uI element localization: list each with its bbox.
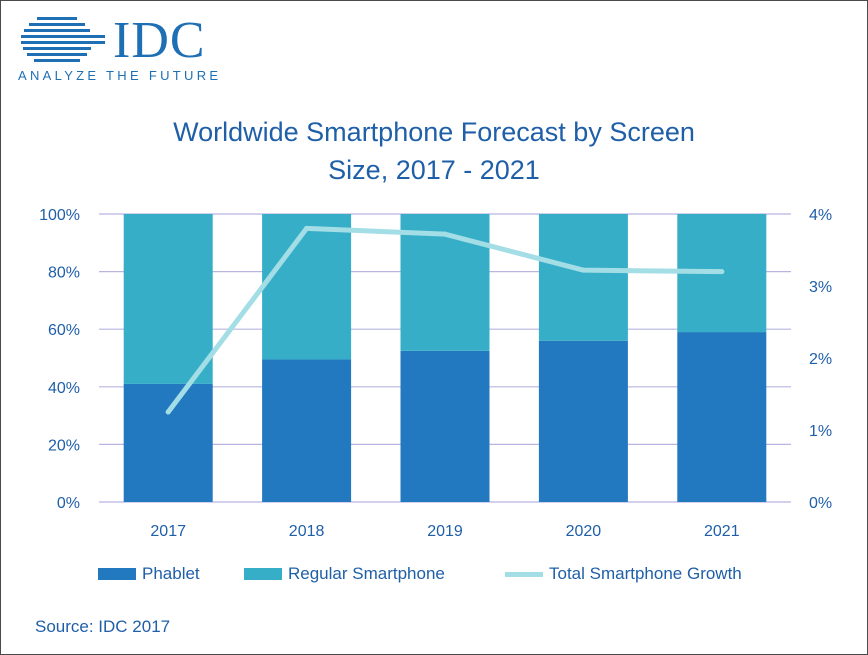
bar-phablet [677,332,767,502]
legend-line-growth [505,571,543,577]
y-right-tick-label: 0% [809,495,832,512]
y-left-tick-label: 60% [48,322,80,339]
y-left-tick-label: 20% [48,437,80,454]
y-right-tick-label: 1% [809,423,832,440]
bar-regular [538,214,628,341]
legend-label-regular: Regular Smartphone [288,564,445,583]
x-tick-label: 2017 [150,523,186,540]
x-tick-label: 2019 [427,523,463,540]
bar-regular [400,214,490,351]
x-tick-label: 2018 [289,523,325,540]
idc-logo: IDC ANALYZE THE FUTURE [15,13,235,85]
legend-item-growth: Total Smartphone Growth [505,561,742,587]
y-right-tick-label: 2% [809,351,832,368]
logo-tagline: ANALYZE THE FUTURE [18,68,222,83]
logo-wordmark: IDC [113,12,206,69]
legend-swatch-phablet [98,568,136,580]
bar-phablet [262,359,352,502]
legend-label-growth: Total Smartphone Growth [549,564,742,583]
legend-label-phablet: Phablet [142,564,200,583]
growth-point [580,267,586,273]
x-tick-label: 2020 [566,523,602,540]
bar-phablet [538,340,628,502]
x-tick-label: 2021 [704,523,740,540]
y-right-tick-label: 4% [809,207,832,224]
chart-title-line1: Worldwide Smartphone Forecast by Screen [173,117,695,147]
growth-point [719,269,725,275]
source-note: Source: IDC 2017 [35,617,171,636]
growth-point [442,231,448,237]
bar-regular [262,214,352,360]
y-right-tick-label: 3% [809,279,832,296]
y-left-tick-label: 100% [39,207,80,224]
stacked-bar-chart: 0% 20% 40% 60% 80% 100% 0% 1% 2% 3% 4% 2017 2018 2019… [39,207,832,540]
chart-title-line2: Size, 2017 - 2021 [328,155,540,185]
legend-swatch-regular [244,568,282,580]
y-left-tick-label: 0% [57,495,80,512]
y-left-tick-label: 40% [48,380,80,397]
y-left-tick-label: 80% [48,265,80,282]
chart-legend: Phablet Regular Smartphone Total Smartph… [1,561,867,587]
growth-point [165,409,171,415]
bar-phablet [123,383,213,502]
bar-regular [123,214,213,384]
globe-logo-icon [21,17,105,62]
legend-item-regular: Regular Smartphone [244,561,445,587]
legend-item-phablet: Phablet [98,561,200,587]
bar-phablet [400,350,490,502]
growth-point [304,225,310,231]
